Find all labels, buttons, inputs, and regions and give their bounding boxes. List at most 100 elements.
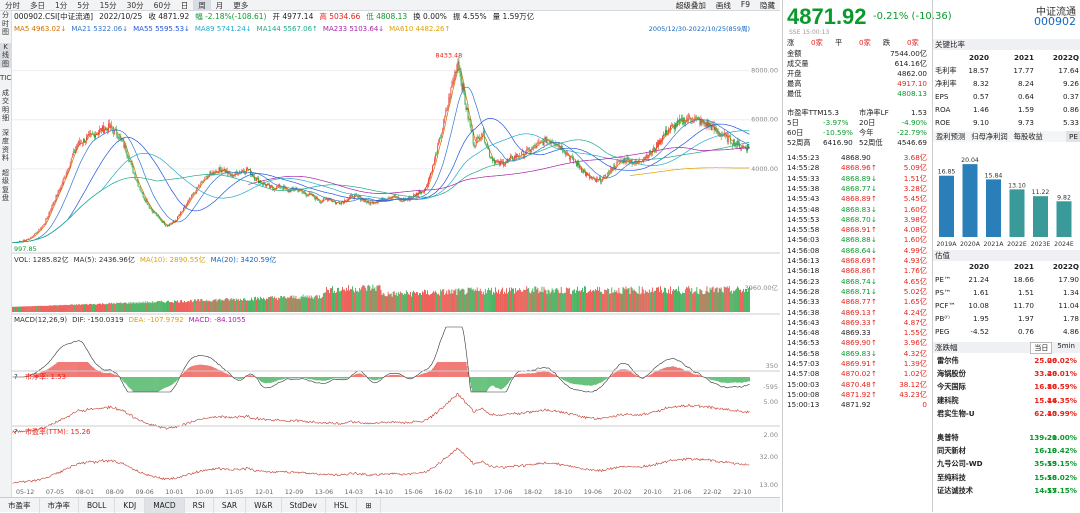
volume-bar bbox=[708, 292, 709, 312]
volume-bar bbox=[603, 294, 604, 312]
indicator-tab[interactable]: HSL bbox=[326, 498, 358, 513]
macd-bar bbox=[581, 377, 582, 385]
tick-time: 14:55:28 bbox=[787, 163, 819, 172]
candle-body bbox=[134, 173, 135, 174]
period-tab[interactable]: 15分 bbox=[95, 0, 122, 11]
forecast-tab[interactable]: PE bbox=[1066, 131, 1080, 142]
indicator-tab[interactable]: 市盈率 bbox=[0, 498, 40, 513]
macd-bar bbox=[152, 377, 153, 392]
volume-bar bbox=[399, 294, 400, 312]
period-tab[interactable]: 5分 bbox=[72, 0, 94, 11]
period-tab[interactable]: 多日 bbox=[25, 0, 50, 11]
view-tab[interactable]: 深度资料 bbox=[0, 129, 11, 163]
view-tab[interactable]: 超级复盘 bbox=[0, 169, 11, 203]
macd-bar bbox=[653, 373, 654, 377]
gain-tab[interactable]: 5min bbox=[1054, 342, 1078, 354]
indicator-tab[interactable]: W&R bbox=[246, 498, 281, 513]
chart-area[interactable]: MA5 4963.02↓MA21 5322.06↓MA55 5595.53↓MA… bbox=[12, 22, 780, 497]
profit-value-label: 15.84 bbox=[985, 172, 1003, 179]
volume-bar bbox=[215, 300, 216, 312]
volume-bar bbox=[200, 299, 201, 312]
kline-chart-svg[interactable]: MA5 4963.02↓MA21 5322.06↓MA55 5595.53↓MA… bbox=[12, 22, 780, 497]
period-tab[interactable]: 更多 bbox=[228, 0, 253, 11]
macd-bar bbox=[689, 372, 690, 377]
candle-body bbox=[438, 142, 439, 145]
candle-body bbox=[626, 162, 627, 163]
candle-body bbox=[199, 185, 200, 186]
macd-bar bbox=[477, 377, 478, 392]
tick-amount: 3.68亿 bbox=[904, 153, 927, 163]
view-tab[interactable]: K线图 bbox=[0, 43, 11, 69]
toolbar-button[interactable]: 隐藏 bbox=[755, 0, 780, 11]
volume-bar bbox=[114, 303, 115, 312]
indicator-tab[interactable]: MACD bbox=[145, 498, 184, 513]
volume-bar bbox=[311, 296, 312, 312]
volume-bar bbox=[566, 288, 567, 312]
forecast-tab[interactable]: 盈利预测 bbox=[933, 131, 968, 142]
tick-amount: 5.02亿 bbox=[904, 287, 927, 297]
stock-change: 20.01% bbox=[1047, 369, 1077, 378]
toolbar-button[interactable]: F9 bbox=[736, 0, 755, 11]
metric-value: 17.90 bbox=[1039, 273, 1079, 286]
macd-bar bbox=[372, 377, 373, 380]
volume-bar bbox=[317, 295, 318, 312]
toolbar-button[interactable]: 超级叠加 bbox=[671, 0, 711, 11]
candle-body bbox=[354, 195, 355, 198]
volume-bar bbox=[112, 304, 113, 312]
period-tab[interactable]: 30分 bbox=[122, 0, 149, 11]
period-tab[interactable]: 月 bbox=[211, 0, 229, 11]
period-tab[interactable]: 周 bbox=[193, 0, 211, 11]
macd-bar bbox=[521, 374, 522, 377]
candle-body bbox=[350, 195, 351, 197]
forecast-tab[interactable]: 每股收益 bbox=[1011, 131, 1046, 142]
macd-bar bbox=[178, 377, 179, 379]
view-tab[interactable]: 分时图 bbox=[0, 11, 11, 37]
forecast-tab[interactable]: 归母净利润 bbox=[968, 131, 1010, 142]
volume-bar bbox=[671, 294, 672, 312]
macd-bar bbox=[543, 372, 544, 377]
view-tab[interactable]: 成交明细 bbox=[0, 89, 11, 123]
volume-bar bbox=[280, 296, 281, 312]
view-tab[interactable]: TICK bbox=[0, 74, 11, 83]
candle-body bbox=[56, 195, 57, 200]
volume-bar bbox=[695, 291, 696, 312]
candle-body bbox=[743, 146, 744, 147]
volume-bar bbox=[439, 295, 440, 312]
period-tab[interactable]: 1分 bbox=[50, 0, 72, 11]
period-tab[interactable]: 60分 bbox=[149, 0, 176, 11]
volume-bar bbox=[210, 301, 211, 312]
indicator-tab[interactable]: SAR bbox=[214, 498, 246, 513]
volume-bar bbox=[135, 304, 136, 312]
volume-bar bbox=[617, 290, 618, 312]
tick-amount: 43.23亿 bbox=[899, 390, 927, 400]
indicator-tab[interactable]: 市净率 bbox=[40, 498, 80, 513]
toolbar-button[interactable]: 画线 bbox=[711, 0, 736, 11]
indicator-tab[interactable]: BOLL bbox=[79, 498, 115, 513]
volume-bar bbox=[544, 287, 545, 312]
indicator-tab[interactable]: KDJ bbox=[115, 498, 145, 513]
indicator-tab[interactable]: ⊞ bbox=[357, 498, 380, 513]
indicator-tab[interactable]: StdDev bbox=[282, 498, 326, 513]
gain-tab[interactable]: 当日 bbox=[1030, 342, 1052, 354]
macd-bar bbox=[271, 377, 272, 383]
period-tab[interactable]: 日 bbox=[176, 0, 194, 11]
macd-bar bbox=[601, 377, 602, 382]
volume-bar bbox=[497, 293, 498, 312]
candle-body bbox=[477, 137, 478, 139]
period-tab[interactable]: 分时 bbox=[0, 0, 25, 11]
indicator-tab[interactable]: RSI bbox=[185, 498, 214, 513]
volume-bar bbox=[231, 298, 232, 312]
candle-body bbox=[608, 172, 609, 173]
volume-bar bbox=[389, 294, 390, 312]
